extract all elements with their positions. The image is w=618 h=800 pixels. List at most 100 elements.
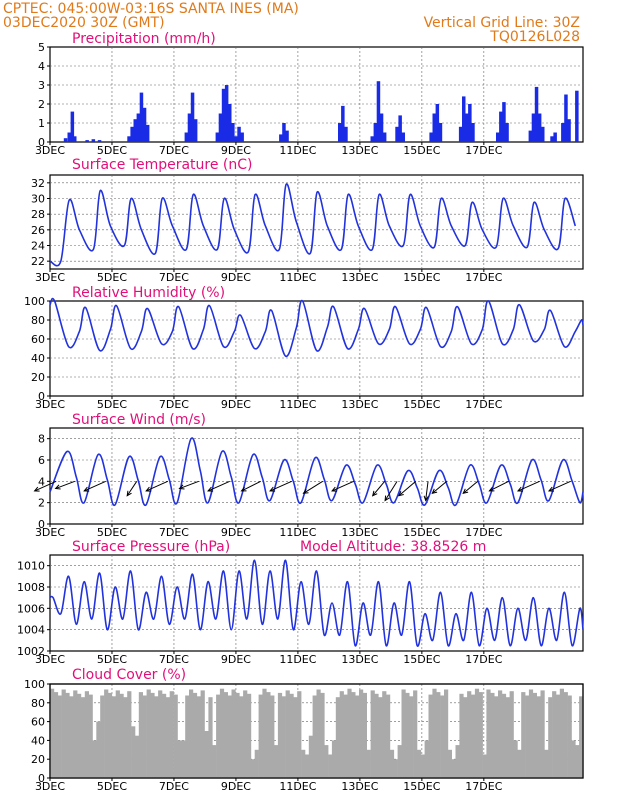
cloud-bar xyxy=(556,694,561,778)
y-tick-label: 1008 xyxy=(17,581,45,594)
wind-vector xyxy=(372,481,386,497)
x-tick-label: 11DEC xyxy=(279,144,316,157)
precip-bar xyxy=(462,96,466,142)
x-tick-label: 15DEC xyxy=(403,144,440,157)
cloud-bar xyxy=(231,689,236,778)
cloud-bar xyxy=(401,689,406,778)
precip-bar xyxy=(224,85,229,142)
cloud-bar xyxy=(69,696,74,778)
y-tick-label: 26 xyxy=(31,224,45,237)
cloud-bar xyxy=(293,697,298,778)
wind-vector xyxy=(126,481,138,497)
x-tick-label: 3DEC xyxy=(35,144,65,157)
wind-vector-head xyxy=(178,484,185,490)
cloud-bar xyxy=(135,735,140,778)
cloud-bar xyxy=(254,749,259,778)
cloud-bar xyxy=(397,745,402,778)
cloud-bar xyxy=(262,688,267,778)
cloud-bar xyxy=(177,740,182,778)
precip-bar xyxy=(136,113,141,142)
panel-title: Precipitation (mm/h) xyxy=(72,31,216,47)
wind-vector-head xyxy=(207,486,214,492)
plot-frame xyxy=(49,427,584,525)
cloud-bar xyxy=(366,749,371,778)
y-tick-label: 0 xyxy=(38,390,45,403)
cloud-bar xyxy=(119,693,124,778)
cloud-bar xyxy=(339,691,344,778)
wind-vector xyxy=(398,480,416,497)
panel-title: Cloud Cover (%) xyxy=(72,667,186,683)
wind-vector xyxy=(269,480,292,492)
cloud-bar xyxy=(370,690,375,778)
panel-6: 3DEC 5DEC 7DEC 9DEC 11DEC 13DEC 15DEC 17DEC 0 20 4… xyxy=(24,667,584,793)
precip-bar xyxy=(537,113,542,142)
cloud-bar xyxy=(351,692,356,778)
x-tick-label: 7DEC xyxy=(159,398,189,411)
plot-frame xyxy=(49,300,584,397)
precip-bar xyxy=(395,126,399,142)
x-tick-label: 11DEC xyxy=(279,526,316,539)
precip-bar xyxy=(85,140,89,142)
cloud-bar xyxy=(312,695,317,778)
precip-bar xyxy=(564,94,568,142)
plot-frame xyxy=(49,554,584,652)
y-tick-label: 24 xyxy=(31,240,45,253)
wind-vector-head xyxy=(516,486,524,492)
cloud-bar xyxy=(77,693,82,778)
cloud-bar xyxy=(61,689,66,778)
x-tick-label: 3DEC xyxy=(35,653,65,666)
cloud-bar xyxy=(204,731,209,778)
cloud-bar xyxy=(301,749,306,778)
precip-bar xyxy=(145,124,150,142)
x-tick-label: 17DEC xyxy=(465,144,502,157)
wind-vector xyxy=(425,481,429,501)
precip-bar xyxy=(458,126,463,142)
panel-title: Surface Wind (m/s) xyxy=(72,412,206,428)
y-tick-label: 2 xyxy=(38,497,45,510)
precip-bar xyxy=(228,104,232,142)
precip-bar xyxy=(505,123,509,142)
precip-bar xyxy=(575,90,579,142)
cloud-bar xyxy=(304,754,310,778)
x-tick-label: 5DEC xyxy=(97,526,127,539)
cloud-bar xyxy=(212,745,217,778)
y-tick-label: 20 xyxy=(31,371,45,384)
cloud-bar xyxy=(247,693,252,778)
cloud-bar xyxy=(482,754,487,778)
x-tick-label: 5DEC xyxy=(97,780,127,793)
x-tick-label: 7DEC xyxy=(159,526,189,539)
precip-bar xyxy=(567,119,571,142)
cloud-bar xyxy=(440,695,445,778)
panel-title: Relative Humidity (%) xyxy=(72,285,225,301)
precip-bar xyxy=(133,119,137,142)
cloud-bar xyxy=(100,695,105,778)
wind-vector xyxy=(241,480,261,492)
precip-bar xyxy=(379,113,384,142)
cloud-bar xyxy=(227,695,232,778)
cloud-bar xyxy=(447,749,452,778)
header-grid-line: Vertical Grid Line: 30Z xyxy=(423,15,580,31)
cloud-bar xyxy=(474,688,480,778)
cloud-bar xyxy=(65,692,70,778)
cloud-bar xyxy=(525,695,530,778)
cloud-bar xyxy=(92,740,97,778)
cloud-bar xyxy=(347,688,352,778)
x-tick-label: 15DEC xyxy=(403,398,440,411)
cloud-bar xyxy=(359,689,364,778)
cloud-bar xyxy=(169,691,174,778)
cloud-bar xyxy=(575,745,580,778)
cloud-bar xyxy=(331,740,337,778)
x-tick-label: 5DEC xyxy=(97,653,127,666)
plot-frame xyxy=(49,683,584,779)
y-tick-label: 1002 xyxy=(17,645,45,658)
precip-bar xyxy=(429,132,433,142)
cloud-bar xyxy=(50,688,55,778)
y-tick-label: 28 xyxy=(31,208,45,221)
cloud-bar xyxy=(270,695,275,778)
cloud-bar xyxy=(200,690,205,778)
y-tick-label: 1 xyxy=(38,117,45,130)
precip-bar xyxy=(231,123,235,142)
precip-bar xyxy=(382,132,387,142)
wind-vector xyxy=(462,480,478,494)
